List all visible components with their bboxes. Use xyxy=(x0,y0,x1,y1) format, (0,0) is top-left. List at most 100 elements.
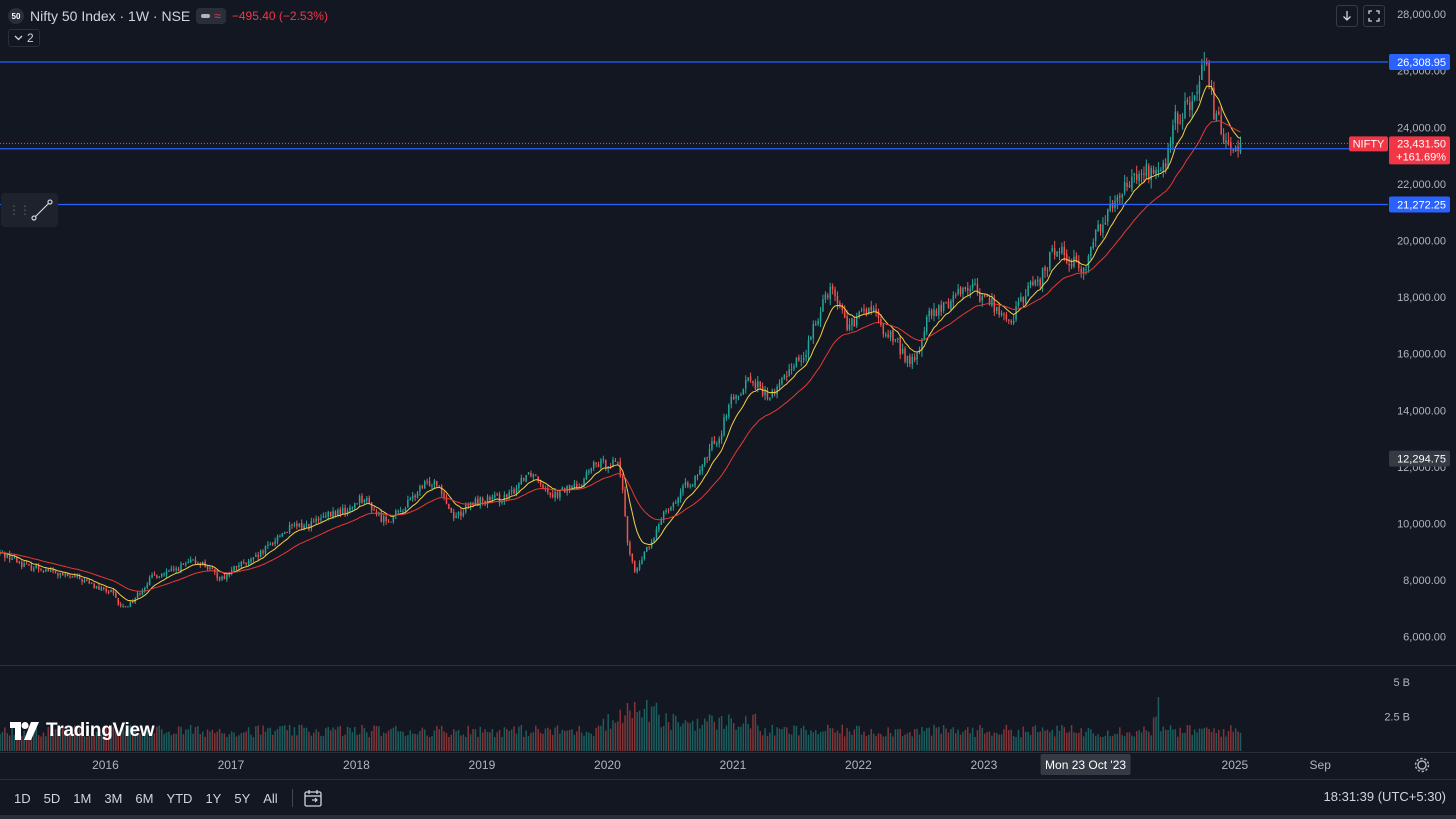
time-axis[interactable]: 2016 2017 2018 2019 2020 2021 2022 2023 2025 Sep M… xyxy=(92,754,1430,775)
volume-bar xyxy=(66,729,69,751)
volume-bar xyxy=(503,727,506,751)
volume-bar xyxy=(638,710,641,751)
range-ytd[interactable]: YTD xyxy=(166,790,193,806)
candle-body xyxy=(1162,162,1165,170)
horizontal-lines[interactable] xyxy=(0,61,1388,206)
volume-bar xyxy=(602,718,605,751)
range-1m[interactable]: 1M xyxy=(73,790,92,806)
volume-bar xyxy=(532,732,535,751)
go-to-date-icon[interactable] xyxy=(303,788,323,808)
hline-price-badge xyxy=(1389,196,1450,213)
candle-body xyxy=(1133,173,1136,176)
candle-body xyxy=(778,382,781,388)
fullscreen-button[interactable] xyxy=(1363,5,1385,27)
range-6m[interactable]: 6M xyxy=(135,790,154,806)
status-pill[interactable]: ≈ xyxy=(196,8,226,24)
volume-bar xyxy=(527,735,530,751)
volume-bar xyxy=(814,730,817,751)
volume-bar xyxy=(59,727,62,751)
candle-body xyxy=(846,316,848,330)
candle-body xyxy=(839,302,841,306)
candle-body xyxy=(269,543,272,545)
symbol-title[interactable]: Nifty 50 Index · 1W · NSE xyxy=(30,8,191,24)
candle-body xyxy=(1210,88,1213,90)
volume-bar xyxy=(518,726,520,751)
volume-bar xyxy=(332,727,334,751)
candle-body xyxy=(986,295,988,297)
volume-bar xyxy=(153,733,156,751)
volume-bar xyxy=(286,730,288,751)
volume-bar xyxy=(1099,736,1102,751)
candle-body xyxy=(501,501,503,503)
axis-labels: 26,308.9523,244.3521,272.25NIFTY23,431.5… xyxy=(1349,54,1450,467)
candle-body xyxy=(419,486,421,492)
candle-body xyxy=(238,565,240,568)
candle-body xyxy=(182,563,185,565)
volume-bar xyxy=(810,730,812,751)
volume-bar xyxy=(457,730,460,751)
indicators-toggle-button[interactable]: 2 xyxy=(8,29,40,47)
volume-bar xyxy=(650,706,653,751)
candle-body xyxy=(484,500,486,505)
candle-body xyxy=(653,537,655,542)
price-tick-label: 22,000.00 xyxy=(1397,179,1446,191)
candle-body xyxy=(288,524,291,533)
range-3m[interactable]: 3M xyxy=(104,790,123,806)
price-chart[interactable]: 6,000.008,000.0010,000.0012,000.0014,000… xyxy=(0,0,1456,779)
volume-bar xyxy=(368,737,371,751)
candle-body xyxy=(1123,181,1126,193)
volume-bar xyxy=(1073,732,1075,751)
candle-body xyxy=(337,510,339,517)
candle-body xyxy=(312,521,315,523)
candle-body xyxy=(860,309,863,311)
candle-body xyxy=(1222,134,1225,142)
volume-bar xyxy=(607,714,609,751)
price-axis[interactable]: 6,000.008,000.0010,000.0012,000.0014,000… xyxy=(0,9,1456,753)
candle-body xyxy=(930,310,933,316)
candle-body xyxy=(153,574,156,576)
drag-handle-icon[interactable]: ⋮⋮ xyxy=(8,203,31,217)
candle-body xyxy=(1085,269,1087,271)
last-price-change-label: +161.69% xyxy=(1396,151,1446,163)
volume-bar xyxy=(35,725,37,751)
volume-bar xyxy=(1167,729,1169,751)
candle-body xyxy=(221,576,223,580)
candle-body xyxy=(276,536,279,542)
volume-bar xyxy=(851,734,853,751)
volume-bar xyxy=(817,734,819,751)
drawing-toolbar[interactable]: ⋮⋮ xyxy=(1,193,58,227)
candle-body xyxy=(1230,142,1232,150)
candle-body xyxy=(559,489,561,498)
range-5y[interactable]: 5Y xyxy=(234,790,251,806)
candle-body xyxy=(619,461,621,476)
volume-bar xyxy=(662,725,665,751)
candle-body xyxy=(243,562,245,564)
volume-bar xyxy=(728,714,730,751)
volume-bar xyxy=(115,728,117,751)
volume-bar xyxy=(1237,731,1239,751)
volume-bar xyxy=(942,724,945,751)
trend-line-icon[interactable] xyxy=(30,198,54,222)
candle-body xyxy=(624,489,626,517)
range-5d[interactable]: 5D xyxy=(43,790,61,806)
range-1y[interactable]: 1Y xyxy=(205,790,222,806)
candle-body xyxy=(1227,140,1230,143)
candle-body xyxy=(498,494,501,503)
volume-bar xyxy=(515,733,518,751)
candle-body xyxy=(993,298,996,313)
volume-bar xyxy=(223,733,226,751)
range-all[interactable]: All xyxy=(263,790,278,806)
candle-body xyxy=(1174,111,1177,124)
candle-body xyxy=(1099,224,1102,232)
clock[interactable]: 18:31:39 (UTC+5:30) xyxy=(1323,789,1446,804)
range-1d[interactable]: 1D xyxy=(14,790,31,806)
volume-bar xyxy=(754,713,757,751)
candle-body xyxy=(1029,282,1032,286)
volume-bar xyxy=(853,729,856,751)
download-button[interactable] xyxy=(1336,5,1358,27)
candle-body xyxy=(61,572,64,576)
volume-bar xyxy=(858,726,860,751)
candle-body xyxy=(617,462,619,464)
candle-body xyxy=(1061,246,1063,253)
volume-bar xyxy=(1128,732,1131,751)
